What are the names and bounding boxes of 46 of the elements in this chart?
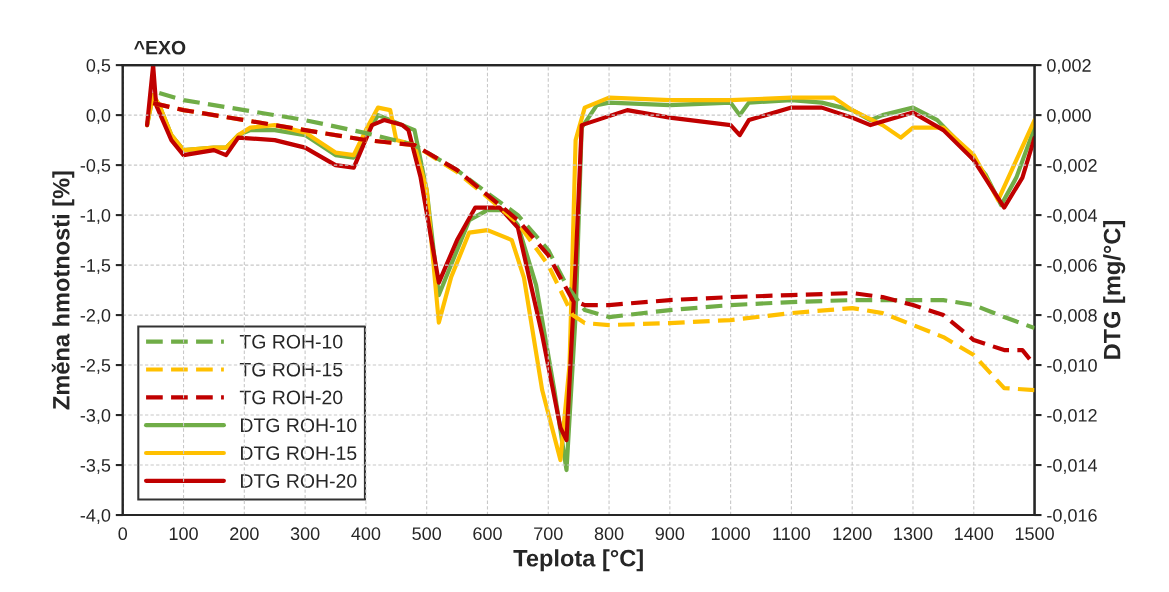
y-tick-label: -2,0 xyxy=(80,309,111,324)
legend-label: TG ROH-15 xyxy=(239,362,343,377)
x-tick-label: 900 xyxy=(655,527,685,541)
y2-tick-label: -0,002 xyxy=(1047,159,1097,174)
legend-label: TG ROH-10 xyxy=(239,334,343,349)
y2-tick-label: 0,000 xyxy=(1047,109,1091,124)
text: ^EXO xyxy=(134,40,186,55)
x-tick-label: 0 xyxy=(118,527,128,541)
legend-label: DTG ROH-20 xyxy=(241,474,357,488)
y2-tick-label: -0,012 xyxy=(1047,408,1097,424)
x-axis-title: Teplota [°C] xyxy=(513,549,643,572)
y-tick-label: -1,0 xyxy=(80,209,111,224)
y-axis-title: Změna hmotnosti [%] xyxy=(51,171,75,410)
y2-tick-label: -0,016 xyxy=(1047,508,1097,524)
x-tick-label: 800 xyxy=(594,527,624,541)
y-tick-label: -3,0 xyxy=(80,408,111,424)
x-tick-label: 200 xyxy=(230,527,259,541)
y2-tick-label: -0,014 xyxy=(1047,458,1098,474)
y2-tick-label: 0,002 xyxy=(1047,59,1091,74)
y2-tick-label: -0,008 xyxy=(1047,309,1097,324)
y2-axis-title: DTG [mg/°C] xyxy=(1103,221,1126,359)
y2-tick-label: -0,010 xyxy=(1047,359,1097,374)
y-tick-label: -3,5 xyxy=(80,458,111,474)
y2-tick-label: -0,004 xyxy=(1047,209,1098,224)
y-tick-label: -4,0 xyxy=(80,508,111,524)
x-tick-label: 700 xyxy=(534,527,563,541)
y-tick-label: -0,5 xyxy=(80,159,111,174)
y2-tick-label: -0,006 xyxy=(1047,259,1097,274)
y-tick-label: 0,0 xyxy=(86,109,111,124)
y-tick-label: -1,5 xyxy=(80,259,111,274)
legend-label: DTG ROH-10 xyxy=(241,418,357,433)
legend-label: DTG ROH-15 xyxy=(241,446,357,461)
x-tick-label: 1500 xyxy=(1015,527,1054,541)
x-tick-label: 100 xyxy=(169,527,198,541)
x-tick-label: 1000 xyxy=(711,527,750,541)
x-tick-label: 1100 xyxy=(773,527,811,541)
y-tick-label: 0,5 xyxy=(86,59,111,74)
legend-label: TG ROH-20 xyxy=(239,390,343,405)
x-tick-label: 500 xyxy=(412,527,442,541)
x-tick-label: 400 xyxy=(351,527,381,541)
x-tick-label: 300 xyxy=(290,527,320,541)
x-tick-label: 1300 xyxy=(894,527,933,541)
x-tick-label: 1400 xyxy=(955,527,994,541)
x-tick-label: 600 xyxy=(473,527,502,541)
y-tick-label: -2,5 xyxy=(80,359,111,374)
x-tick-label: 1200 xyxy=(833,527,872,541)
